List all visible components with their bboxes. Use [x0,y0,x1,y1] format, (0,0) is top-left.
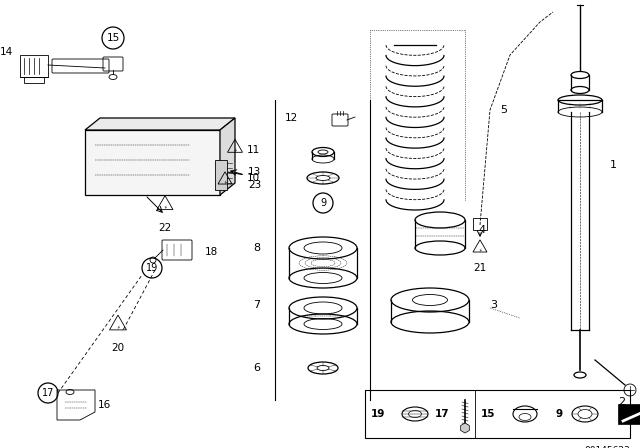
Text: 17: 17 [42,388,54,398]
Bar [618,404,640,424]
Text: ⚡: ⚡ [478,247,482,253]
Text: 14: 14 [0,47,13,57]
Text: 00145623: 00145623 [584,446,630,448]
Text: 5: 5 [500,105,507,115]
Polygon shape [85,118,235,130]
Text: ⚡: ⚡ [163,204,166,210]
Text: 23: 23 [248,180,261,190]
Text: 9: 9 [320,198,326,208]
Text: 15: 15 [481,409,495,419]
Text: 4: 4 [478,225,485,235]
Text: 20: 20 [111,343,125,353]
Text: 17: 17 [435,409,450,419]
Text: 1: 1 [610,160,617,170]
Text: 18: 18 [205,247,218,257]
Text: 21: 21 [474,263,486,273]
Text: 2: 2 [618,397,625,407]
Text: 13: 13 [248,167,261,177]
Text: 10: 10 [247,173,260,183]
Text: 19: 19 [371,409,385,419]
Text: 15: 15 [106,33,120,43]
Text: 22: 22 [158,223,172,233]
Text: 6: 6 [253,363,260,373]
Bar [215,160,227,190]
Polygon shape [220,118,235,195]
Text: 16: 16 [98,400,111,410]
Bar [473,218,487,230]
Text: 9: 9 [555,409,562,419]
Text: 19: 19 [146,263,158,273]
Text: ⚡: ⚡ [234,147,237,152]
Text: 7: 7 [253,300,260,310]
Text: 12: 12 [285,113,298,123]
Text: ⚡: ⚡ [116,324,120,329]
Bar [24,77,44,83]
Text: 3: 3 [490,300,497,310]
Bar [365,390,630,438]
Polygon shape [85,130,220,195]
Text: 8: 8 [253,243,260,253]
Text: 11: 11 [247,145,260,155]
Text: ⚡: ⚡ [223,180,227,185]
